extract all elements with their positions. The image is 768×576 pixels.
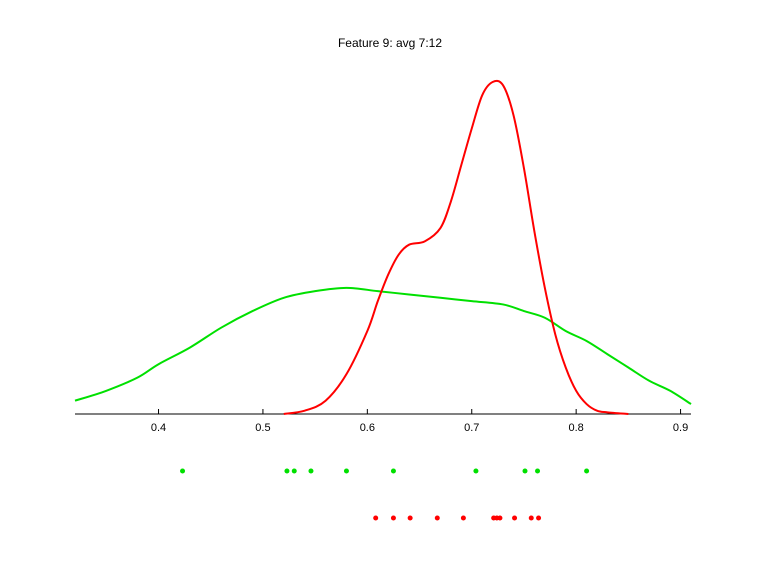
observation-point bbox=[284, 468, 290, 474]
x-tick-label: 0.9 bbox=[673, 422, 688, 434]
x-tick-label: 0.5 bbox=[255, 422, 270, 434]
x-axis-ticks: 0.4 0.5 0.6 0.7 0.8 0.9 bbox=[151, 409, 688, 434]
observation-point bbox=[512, 515, 518, 521]
chart-title: Feature 9: avg 7:12 bbox=[338, 36, 442, 50]
observation-point bbox=[343, 468, 349, 474]
observation-point bbox=[473, 468, 479, 474]
observation-point bbox=[584, 468, 590, 474]
observation-point bbox=[528, 515, 534, 521]
observation-point bbox=[407, 515, 413, 521]
observation-point bbox=[536, 515, 542, 521]
observation-point bbox=[390, 515, 396, 521]
observation-point bbox=[522, 468, 528, 474]
density-curves bbox=[74, 79, 692, 415]
observation-point bbox=[291, 468, 297, 474]
observation-point bbox=[180, 468, 186, 474]
observation-point bbox=[497, 515, 503, 521]
x-tick-label: 0.8 bbox=[569, 422, 584, 434]
observation-point bbox=[535, 468, 541, 474]
density-curve-2 bbox=[283, 79, 629, 415]
observation-point bbox=[373, 515, 379, 521]
x-tick-label: 0.4 bbox=[151, 422, 166, 434]
x-tick-label: 0.6 bbox=[360, 422, 375, 434]
observation-points bbox=[180, 468, 590, 521]
observation-point bbox=[460, 515, 466, 521]
density-curve-1 bbox=[74, 286, 692, 405]
observation-point bbox=[434, 515, 440, 521]
observation-point bbox=[308, 468, 314, 474]
observation-point bbox=[390, 468, 396, 474]
x-tick-label: 0.7 bbox=[464, 422, 479, 434]
